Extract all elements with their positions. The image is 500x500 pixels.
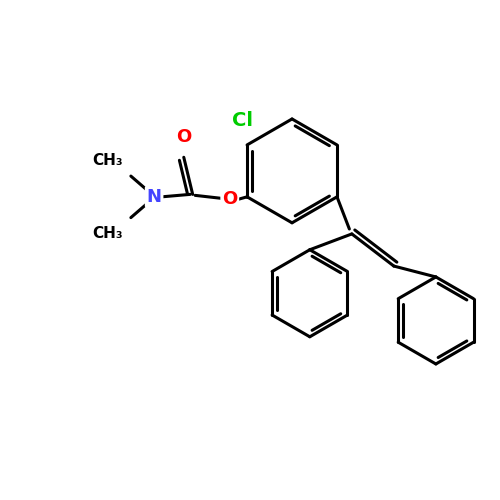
Text: CH₃: CH₃ [92, 226, 123, 240]
Text: Cl: Cl [232, 111, 252, 130]
Text: CH₃: CH₃ [92, 153, 123, 168]
Text: N: N [146, 188, 162, 206]
Text: O: O [176, 128, 192, 146]
Text: O: O [222, 190, 238, 208]
